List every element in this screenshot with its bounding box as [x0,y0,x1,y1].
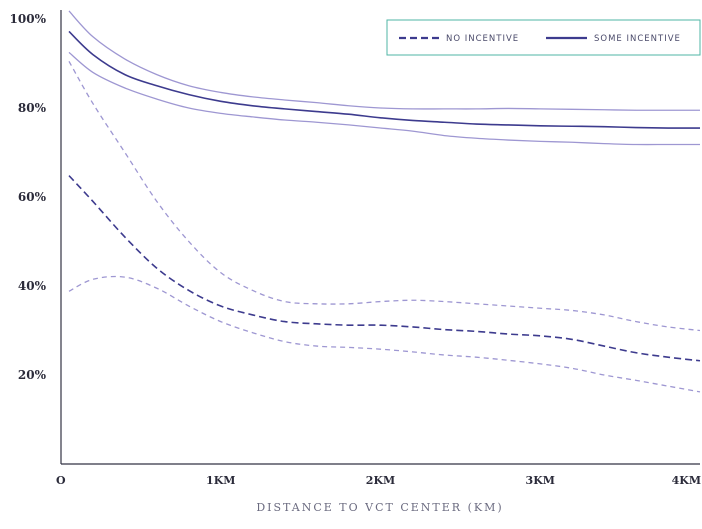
x-tick-label: 2KM [366,474,395,487]
band-upper-no-incentive [68,60,701,332]
legend-label-some-incentive: SOME INCENTIVE [594,34,681,44]
y-tick-label: 100% [10,12,47,26]
y-tick-label: 20% [18,368,47,382]
legend-box [386,19,701,56]
confidence-bands [68,10,701,393]
x-axis-label: DISTANCE TO VCT CENTER (KM) [256,501,503,514]
x-tick-label: 3KM [526,474,555,487]
legend: NO INCENTIVE SOME INCENTIVE [386,19,701,56]
x-tick-label: O [56,474,66,487]
series-line-no-incentive [68,175,701,362]
y-tick-label: 60% [18,190,47,204]
series-lines [68,30,701,362]
x-tick-label: 4KM [672,474,701,487]
legend-label-no-incentive: NO INCENTIVE [446,34,519,44]
band-lower-no-incentive [68,275,701,393]
axes [60,10,700,465]
y-tick-label: 80% [18,101,47,115]
tick-labels: 20% 40% 60% 80% 100% O 1KM 2KM 3KM 4KM [10,12,701,487]
y-tick-label: 40% [18,279,47,293]
x-tick-label: 1KM [206,474,235,487]
band-upper-some-incentive [68,10,700,111]
series-line-some-incentive [68,30,701,129]
band-lower-some-incentive [68,51,700,146]
